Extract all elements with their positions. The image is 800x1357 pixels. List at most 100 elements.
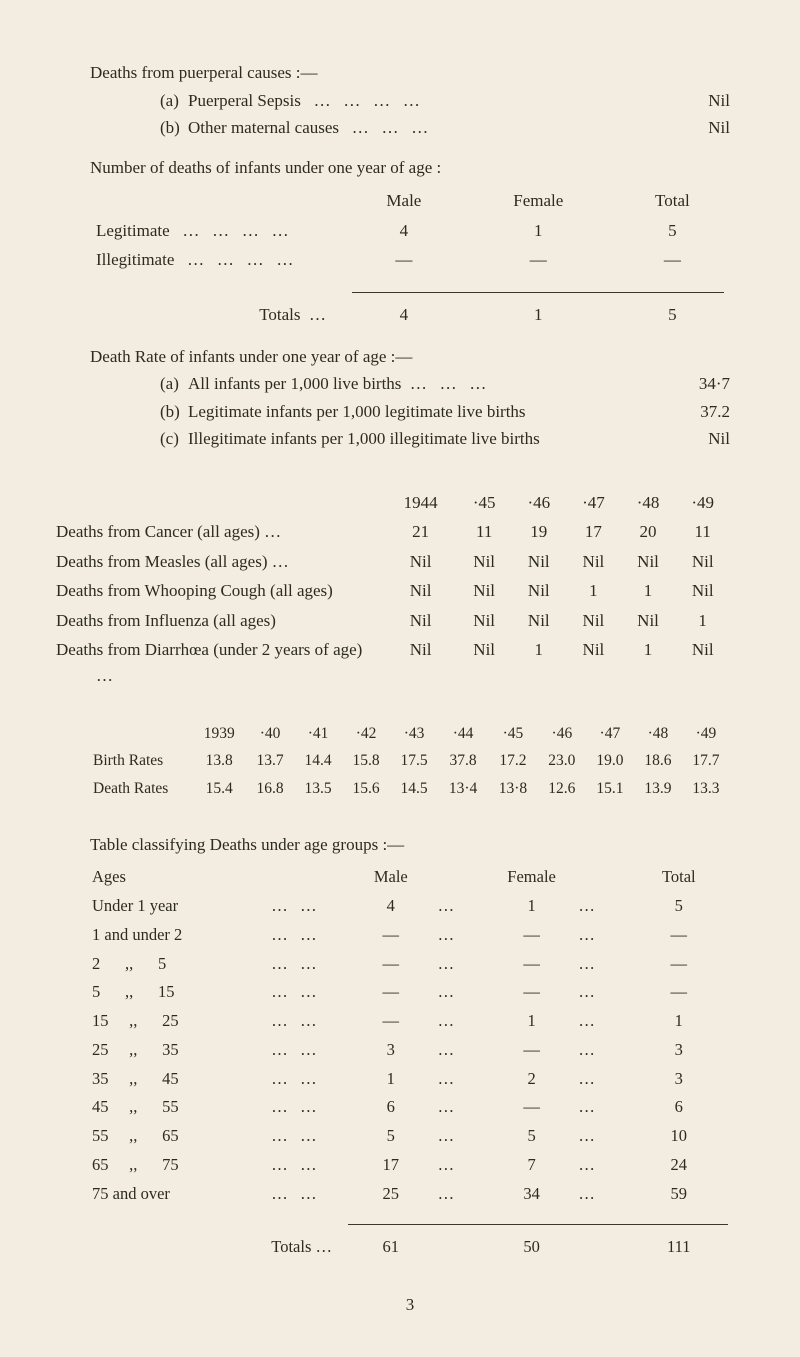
infants-section: Number of deaths of infants under one ye… xyxy=(90,155,730,330)
rates-year-8: ·47 xyxy=(586,720,634,747)
age-m-2: — xyxy=(346,950,436,979)
age-f-5: — xyxy=(487,1036,577,1065)
rates-year-5: ·44 xyxy=(438,720,488,747)
cause-row-4: Deaths from Diarrhœa (under 2 years of a… xyxy=(90,635,730,690)
rate-row-a: (a) All infants per 1,000 live births … … xyxy=(160,371,730,397)
age-row-3: 5 ,, 15 … … — … — … — xyxy=(90,978,730,1007)
cause-year-4: ·48 xyxy=(621,488,676,518)
age-row-8: 55 ,, 65 … … 5 … 5 … 10 xyxy=(90,1122,730,1151)
cause-val-2-1: Nil xyxy=(457,576,512,606)
rates-val-0-10: 17.7 xyxy=(682,747,730,774)
row-b: (b) Other maternal causes … … … Nil xyxy=(160,115,730,141)
cause-val-3-2: Nil xyxy=(511,606,566,636)
age-totals-m: 61 xyxy=(346,1233,436,1262)
cause-row-1: Deaths from Measles (all ages) …NilNilNi… xyxy=(90,547,730,577)
age-f-4: 1 xyxy=(487,1007,577,1036)
hdr-male: Male xyxy=(346,186,462,216)
heading-rate: Death Rate of infants under one year of … xyxy=(90,344,730,370)
cause-val-2-2: Nil xyxy=(511,576,566,606)
age-label-4: 15 ,, 25 xyxy=(90,1007,269,1036)
cause-year-0: 1944 xyxy=(384,488,456,518)
cause-val-0-3: 17 xyxy=(566,517,621,547)
age-f-0: 1 xyxy=(487,892,577,921)
rates-year-10: ·49 xyxy=(682,720,730,747)
page-number: 3 xyxy=(90,1292,730,1318)
age-t-8: 10 xyxy=(628,1122,730,1151)
cause-val-2-5: Nil xyxy=(675,576,730,606)
hdr-female: Female xyxy=(462,186,615,216)
age-m-1: — xyxy=(346,921,436,950)
cause-val-1-0: Nil xyxy=(384,547,456,577)
rates-val-1-3: 15.6 xyxy=(342,775,390,802)
age-label-1: 1 and under 2 xyxy=(90,921,269,950)
rates-val-0-4: 17.5 xyxy=(390,747,438,774)
cause-val-4-0: Nil xyxy=(384,635,456,690)
label-a: (a) xyxy=(160,88,188,114)
age-f-3: — xyxy=(487,978,577,1007)
age-m-9: 17 xyxy=(346,1151,436,1180)
age-label-3: 5 ,, 15 xyxy=(90,978,269,1007)
cause-year-2: ·46 xyxy=(511,488,566,518)
age-row-6: 35 ,, 45 … … 1 … 2 … 3 xyxy=(90,1065,730,1094)
rates-val-1-1: 16.8 xyxy=(246,775,294,802)
rates-val-1-8: 15.1 xyxy=(586,775,634,802)
age-row-10: 75 and over … … 25 … 34 … 59 xyxy=(90,1180,730,1209)
cause-year-5: ·49 xyxy=(675,488,730,518)
infant-header-row: Male Female Total xyxy=(90,186,730,216)
age-t-5: 3 xyxy=(628,1036,730,1065)
age-hdr-2: Female xyxy=(487,863,577,892)
rates-row-0: Birth Rates13.813.714.415.817.537.817.22… xyxy=(90,747,730,774)
age-t-3: — xyxy=(628,978,730,1007)
cause-label-1: Deaths from Measles (all ages) … xyxy=(90,547,384,577)
rate-lbl-b: (b) xyxy=(160,399,188,425)
cause-val-4-5: Nil xyxy=(675,635,730,690)
rates-header: 1939·40·41·42·43·44·45·46·47·48·49 xyxy=(90,720,730,747)
age-label-0: Under 1 year xyxy=(90,892,269,921)
legit-t: 5 xyxy=(615,216,730,246)
age-row-5: 25 ,, 35 … … 3 … — … 3 xyxy=(90,1036,730,1065)
rates-table: 1939·40·41·42·43·44·45·46·47·48·49Birth … xyxy=(90,720,730,802)
cause-val-1-2: Nil xyxy=(511,547,566,577)
heading-puerperal: Deaths from puerperal causes :— xyxy=(90,60,730,86)
age-label-7: 45 ,, 55 xyxy=(90,1093,269,1122)
cause-row-3: Deaths from Influenza (all ages)NilNilNi… xyxy=(90,606,730,636)
age-row-1: 1 and under 2 … … — … — … — xyxy=(90,921,730,950)
rates-year-2: ·41 xyxy=(294,720,342,747)
age-totals-f: 50 xyxy=(487,1233,577,1262)
rates-val-1-6: 13·8 xyxy=(488,775,538,802)
rates-val-0-6: 17.2 xyxy=(488,747,538,774)
cause-val-0-0: 21 xyxy=(384,517,456,547)
age-m-3: — xyxy=(346,978,436,1007)
totals-m: 4 xyxy=(346,300,462,330)
cause-val-0-1: 11 xyxy=(457,517,512,547)
row-legit: Legitimate … … … … 4 1 5 xyxy=(90,216,730,246)
age-table: Ages Male Female Total Under 1 year … … … xyxy=(90,863,730,1262)
puerperal-section: Deaths from puerperal causes :— (a) Puer… xyxy=(90,60,730,141)
age-row-0: Under 1 year … … 4 … 1 … 5 xyxy=(90,892,730,921)
cause-row-0: Deaths from Cancer (all ages) …211119172… xyxy=(90,517,730,547)
cause-val-2-0: Nil xyxy=(384,576,456,606)
age-totals-label: Totals … xyxy=(90,1233,346,1262)
text-b: Other maternal causes … … … xyxy=(188,115,680,141)
cause-label-2: Deaths from Whooping Cough (all ages) xyxy=(90,576,384,606)
row-illegit: Illegitimate … … … … — — — xyxy=(90,245,730,275)
cause-val-3-5: 1 xyxy=(675,606,730,636)
rates-year-4: ·43 xyxy=(390,720,438,747)
infant-table: Male Female Total Legitimate … … … … 4 1… xyxy=(90,186,730,330)
rates-val-0-9: 18.6 xyxy=(634,747,682,774)
legit-f: 1 xyxy=(462,216,615,246)
rates-year-6: ·45 xyxy=(488,720,538,747)
cause-label-0: Deaths from Cancer (all ages) … xyxy=(90,517,384,547)
age-label-9: 65 ,, 75 xyxy=(90,1151,269,1180)
illegit-f: — xyxy=(462,245,615,275)
cause-val-0-5: 11 xyxy=(675,517,730,547)
rates-year-0: 1939 xyxy=(192,720,246,747)
rates-label-0: Birth Rates xyxy=(90,747,192,774)
age-f-9: 7 xyxy=(487,1151,577,1180)
row-totals: Totals … 4 1 5 xyxy=(90,300,730,330)
age-m-5: 3 xyxy=(346,1036,436,1065)
age-m-10: 25 xyxy=(346,1180,436,1209)
rates-val-0-2: 14.4 xyxy=(294,747,342,774)
value-b: Nil xyxy=(680,115,730,141)
age-row-7: 45 ,, 55 … … 6 … — … 6 xyxy=(90,1093,730,1122)
